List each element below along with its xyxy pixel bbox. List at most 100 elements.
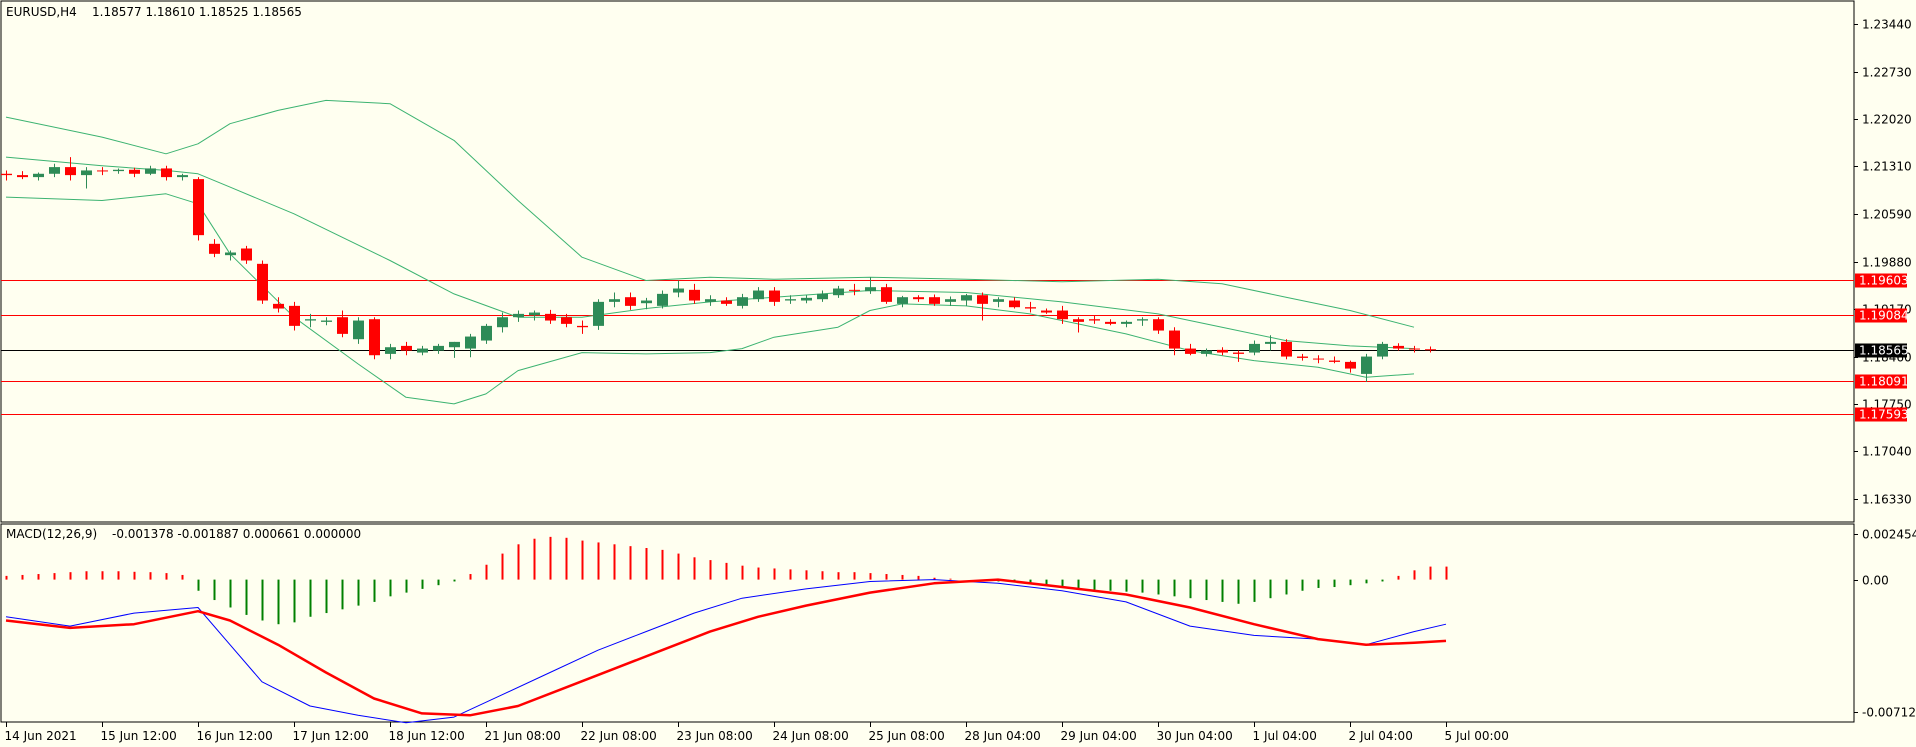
price-tick-label: 1.16330 [1862,493,1912,507]
candle [465,333,476,358]
candle-body [1057,310,1068,320]
candle [1265,335,1276,351]
candle-body [145,168,156,174]
candle [817,290,828,302]
candle-body [977,295,988,304]
candle [705,295,716,306]
price-tick-label: 1.23440 [1862,18,1912,32]
candle [1009,297,1020,309]
candle [929,294,940,306]
candle [641,297,652,310]
candle-body [49,167,60,174]
candle [881,283,892,304]
candle [561,313,572,328]
time-tick-label: 30 Jun 04:00 [1157,729,1233,743]
price-level-tag [1855,308,1907,323]
candle-body [849,289,860,291]
candle-body [273,303,284,309]
candle-body [129,169,140,174]
bollinger-upper [5,99,1415,328]
candle-body [753,290,764,300]
candle [161,165,172,181]
price-tick-label: 1.17040 [1862,445,1912,459]
main-panel-frame [0,0,1855,523]
candle-body [545,313,556,321]
candle-body [369,319,380,356]
macd-axis: 0.002454 0.00 -0.007124 [1854,528,1916,720]
candle-body [97,170,108,172]
candle-body [1169,330,1180,349]
candle-body [161,168,172,178]
candle [193,177,204,241]
candle [865,277,876,294]
candle-body [1041,310,1052,313]
candle-body [721,300,732,304]
candle [1057,305,1068,324]
candle [385,343,396,360]
candle [545,309,556,324]
candle-body [737,297,748,306]
candle [321,317,332,326]
candle-body [609,299,620,302]
price-tick-label: 1.21310 [1862,160,1912,174]
candle-body [1377,343,1388,357]
time-tick-label: 24 Jun 08:00 [773,729,849,743]
candle-body [1313,358,1324,360]
candle-body [785,299,796,301]
time-tick-label: 29 Jun 04:00 [1061,729,1137,743]
candle-body [1217,349,1228,353]
candle-body [465,336,476,349]
candle [625,292,636,310]
time-tick-label: 28 Jun 04:00 [965,729,1041,743]
candle [737,293,748,309]
candle-body [897,297,908,304]
candle-body [193,179,204,236]
candle-body [1185,348,1196,354]
candle-body [81,170,92,176]
price-tick-label: 1.20590 [1862,208,1912,222]
candle [529,310,540,321]
candle [721,297,732,306]
candle [177,173,188,181]
macd-panel[interactable]: 0.002454 0.00 -0.007124 MACD(12,26,9) -0.0… [0,523,1916,724]
candle [1377,341,1388,360]
time-tick-label: 21 Jun 08:00 [485,729,561,743]
candle-body [961,295,972,301]
candle [1073,317,1084,333]
candle [769,287,780,306]
price-level-tag [1855,374,1907,389]
macd-line [5,579,1447,724]
candle [657,290,668,309]
price-tick-label: 1.22730 [1862,66,1912,80]
candle [401,341,412,356]
time-tick-label: 23 Jun 08:00 [677,729,753,743]
candle [17,171,28,180]
candle-body [65,167,76,176]
candle-body [321,320,332,322]
candle-body [1425,349,1436,351]
candle-body [385,347,396,354]
candle-body [833,288,844,296]
candle-body [481,325,492,341]
candle-body [1345,361,1356,369]
candle-body [577,325,588,328]
candle [1041,308,1052,314]
candle [113,168,124,174]
candle-body [625,297,636,306]
candle [961,293,972,306]
candle [785,295,796,304]
price-level-tag [1855,273,1907,288]
macd-label: MACD(12,26,9) [6,527,97,541]
candle [1329,356,1340,364]
candle [609,292,620,308]
candle [1,170,12,181]
main-panel[interactable]: 1.23440 1.22730 1.22020 1.21310 1.20590 1.198… [0,0,1912,523]
macd-panel-frame [0,523,1855,723]
price-level-tag [1855,407,1907,422]
time-tick-label: 25 Jun 08:00 [869,729,945,743]
candle [513,310,524,322]
candle [353,317,364,344]
candle-body [1329,360,1340,362]
candle [849,283,860,296]
candle [1025,301,1036,313]
